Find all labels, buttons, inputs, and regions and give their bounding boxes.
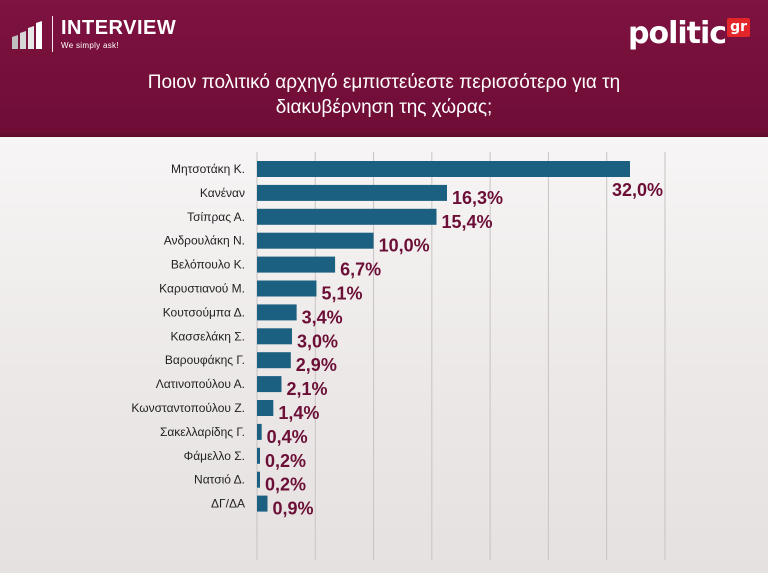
interview-bars-icon [12,21,42,49]
data-label: 6,7% [340,260,381,280]
category-label: Βαρουφάκης Γ. [165,353,245,367]
bar [257,495,268,512]
politic-gr-badge: gr [727,18,750,37]
interview-logo: INTERVIEW We simply ask! [12,14,176,54]
bar [257,328,292,345]
category-label: Λατινοπούλου Α. [156,377,245,391]
bar [257,280,317,297]
bar [257,376,282,393]
chart-title-line-1: Ποιον πολιτικό αρχηγό εμπιστεύεστε περισ… [147,72,621,93]
category-label: Τσίπρας Α. [187,210,245,224]
bar [257,161,630,177]
politic-logo: politic gr [628,16,750,51]
category-label: Σακελλαρίδης Γ. [160,425,245,439]
data-label: 15,4% [442,212,493,232]
data-label: 0,9% [272,499,313,519]
bar [257,208,437,225]
category-label: Κασσελάκη Σ. [171,329,245,343]
bar [257,184,447,201]
category-label: Κουτσούμπα Δ. [163,305,245,319]
logo-divider [52,16,53,52]
interview-logo-text: INTERVIEW We simply ask! [61,17,176,51]
chart-title: Ποιον πολιτικό αρχηγό εμπιστεύεστε περισ… [0,70,768,120]
data-label: 3,0% [297,331,338,351]
data-label: 32,0% [612,180,663,200]
bar [257,232,374,249]
bar [257,256,336,273]
interview-brand: INTERVIEW [61,17,177,39]
data-label: 10,0% [379,236,430,256]
category-label: Καρυστιανού Μ. [159,282,245,296]
data-label: 0,2% [265,451,306,471]
chart-title-line-2: διακυβέρνηση της χώρας; [275,97,493,118]
data-label: 0,2% [265,475,306,495]
politic-brand: politic [628,16,727,51]
category-label: Μητσοτάκη Κ. [171,162,245,176]
bar [257,447,260,464]
category-label: Νατσιό Δ. [194,473,245,487]
bar [257,304,297,321]
bar [257,400,274,416]
data-label: 3,4% [302,307,343,327]
bar [257,423,262,440]
category-label: Ανδρουλάκη Ν. [164,234,245,248]
category-label: Φάμελλο Σ. [184,449,245,463]
category-label: Βελόπουλο Κ. [171,258,245,272]
bar [257,352,291,369]
category-label: Κωνσταντοπούλου Ζ. [131,401,245,415]
category-label: ΔΓ/ΔΑ [211,497,245,511]
interview-tagline: We simply ask! [61,41,119,50]
category-label: Κανέναν [200,186,245,200]
bar [257,471,260,488]
data-label: 5,1% [321,284,362,304]
data-label: 16,3% [452,188,503,208]
data-label: 2,1% [286,379,327,399]
data-label: 0,4% [267,427,308,447]
data-label: 1,4% [278,403,319,423]
data-label: 2,9% [296,355,337,375]
header-banner: INTERVIEW We simply ask! politic gr Ποιο… [0,0,768,137]
